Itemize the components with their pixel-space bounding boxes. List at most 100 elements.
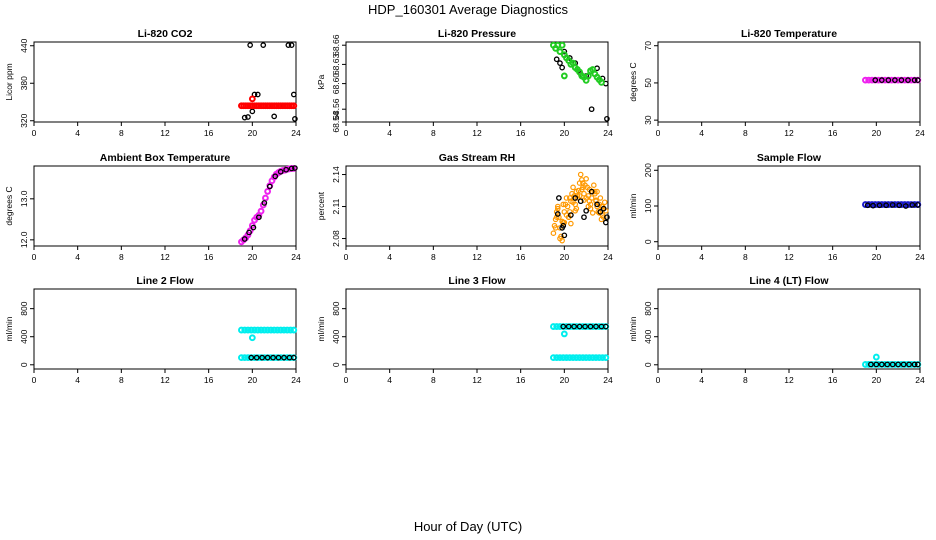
data-point <box>576 193 583 199</box>
y-tick-label: 2.08 <box>331 230 341 247</box>
panel-0: Li-820 CO2 0 4 8 12 16 20 24 320 380 440 Licor ppm <box>4 28 301 138</box>
data-point <box>595 323 603 330</box>
data-point <box>556 48 564 55</box>
data-point <box>292 165 298 171</box>
data-point <box>582 354 590 362</box>
data-point <box>881 76 889 84</box>
data-point <box>572 208 579 214</box>
x-tick-label: 4 <box>699 128 704 138</box>
x-tick-label: 0 <box>32 375 37 385</box>
data-point <box>604 214 610 221</box>
data-point <box>577 198 584 205</box>
data-point <box>592 188 598 195</box>
data-point <box>581 197 587 203</box>
data-point <box>556 195 562 201</box>
data-point <box>556 323 564 330</box>
data-point <box>550 354 557 362</box>
x-tick-label: 4 <box>387 128 392 138</box>
data-point <box>553 56 560 63</box>
data-point <box>251 354 258 362</box>
data-point <box>588 195 595 201</box>
y-tick-label: 68.54 <box>331 111 341 133</box>
y-tick-label: 0 <box>643 362 653 367</box>
data-point <box>573 188 580 195</box>
x-tick-label: 24 <box>603 375 613 385</box>
data-point <box>579 354 587 362</box>
data-point <box>577 171 584 178</box>
data-point <box>875 76 882 84</box>
data-point <box>598 216 605 223</box>
panel-title: Gas Stream RH <box>439 152 515 164</box>
x-tick-label: 4 <box>387 375 392 385</box>
y-tick-label: 320 <box>19 113 29 127</box>
x-tick-label: 24 <box>915 375 925 385</box>
data-point <box>580 180 586 186</box>
y-tick-label: 400 <box>643 329 653 343</box>
data-point <box>559 354 567 362</box>
x-tick-label: 12 <box>784 128 794 138</box>
data-point <box>281 354 287 361</box>
data-point <box>266 183 273 190</box>
data-point <box>248 354 255 361</box>
data-point <box>283 166 290 173</box>
data-point <box>248 95 256 103</box>
data-point <box>557 60 563 66</box>
x-tick-label: 16 <box>516 252 526 262</box>
data-point <box>292 116 298 122</box>
data-point <box>602 219 609 226</box>
data-point <box>586 354 593 362</box>
y-tick-label: 380 <box>19 76 29 90</box>
data-point <box>895 361 902 368</box>
panel-3: Ambient Box Temperature 0 4 8 12 16 20 24 12.0 13… <box>4 152 301 262</box>
data-point <box>576 323 583 330</box>
data-point <box>556 354 564 362</box>
data-point <box>277 354 285 362</box>
data-point <box>557 235 563 242</box>
data-point <box>247 326 255 334</box>
data-point <box>898 361 905 368</box>
y-tick-label: 68.63 <box>331 53 341 75</box>
data-point <box>561 232 568 239</box>
data-point <box>576 354 584 362</box>
data-point <box>244 326 252 334</box>
data-point <box>560 330 568 338</box>
data-point <box>256 214 262 221</box>
data-point <box>262 194 269 202</box>
data-point <box>862 76 869 84</box>
data-point <box>238 354 245 362</box>
data-point <box>565 323 572 330</box>
plot-frame <box>657 288 921 370</box>
data-point <box>911 201 918 208</box>
data-point <box>583 176 589 182</box>
data-point <box>553 323 561 330</box>
y-axis-label: kPa <box>316 74 326 89</box>
data-point <box>864 202 871 209</box>
panel-title: Li-820 Temperature <box>741 28 837 40</box>
x-tick-label: 24 <box>603 128 613 138</box>
data-point <box>290 354 297 361</box>
data-point <box>570 184 576 191</box>
data-point <box>597 195 604 201</box>
data-point <box>582 323 588 330</box>
data-point <box>572 195 579 201</box>
x-tick-label: 16 <box>828 375 838 385</box>
data-point <box>878 361 885 368</box>
data-point <box>583 207 590 214</box>
data-point <box>570 199 576 206</box>
y-axis-label: ml/min <box>628 316 638 341</box>
data-point <box>589 323 597 330</box>
x-tick-label: 20 <box>560 375 570 385</box>
data-point <box>602 354 610 362</box>
data-point <box>257 207 265 215</box>
y-axis-label: degrees C <box>628 62 638 101</box>
data-point <box>881 361 889 368</box>
data-point <box>238 326 245 334</box>
data-point <box>873 361 880 368</box>
data-point <box>241 326 249 334</box>
data-point <box>259 354 266 361</box>
panel-title: Li-820 Pressure <box>438 28 516 40</box>
data-point <box>914 202 921 208</box>
data-point <box>260 42 267 48</box>
data-point <box>271 113 278 120</box>
